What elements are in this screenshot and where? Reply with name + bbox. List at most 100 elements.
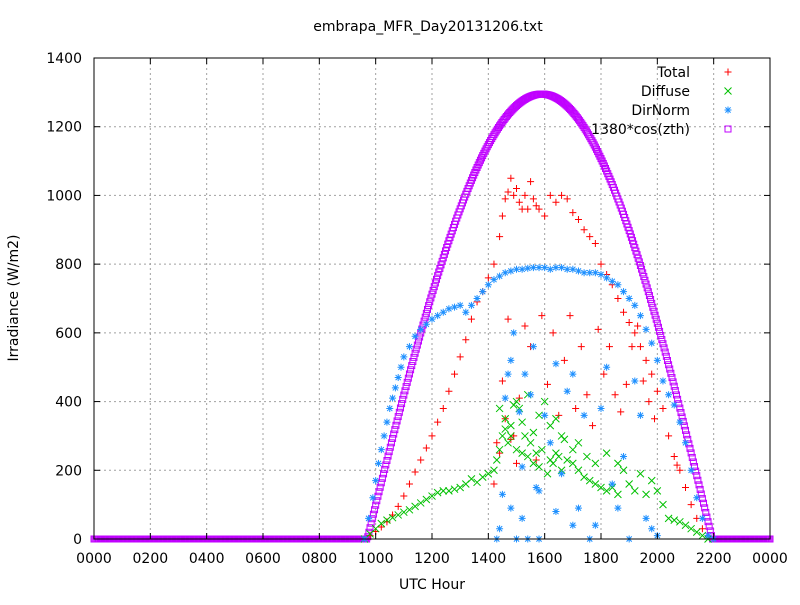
reference-point	[473, 164, 481, 172]
reference-point	[653, 319, 661, 327]
data-point	[529, 195, 537, 203]
data-point	[634, 322, 642, 330]
data-point	[510, 329, 518, 337]
data-point	[603, 274, 611, 282]
data-point	[659, 377, 667, 385]
data-point	[603, 363, 611, 371]
data-point	[383, 516, 391, 524]
reference-point	[596, 152, 604, 160]
data-point	[636, 343, 644, 351]
data-point	[501, 269, 509, 277]
y-tick-label: 200	[55, 463, 82, 479]
data-point	[479, 288, 487, 296]
reference-point	[635, 258, 643, 266]
reference-point	[366, 524, 374, 532]
data-point	[574, 267, 582, 275]
reference-point	[428, 290, 436, 298]
reference-point	[672, 391, 680, 399]
reference-point	[656, 327, 664, 335]
data-point	[513, 265, 520, 273]
reference-point	[479, 152, 487, 160]
data-point	[653, 387, 661, 395]
data-point	[620, 453, 628, 461]
data-point	[653, 356, 661, 364]
reference-point	[407, 366, 415, 374]
data-point	[411, 468, 419, 476]
data-point	[639, 377, 647, 385]
reference-point	[378, 474, 386, 482]
data-point	[377, 519, 386, 528]
reference-point	[373, 497, 381, 505]
data-point	[591, 521, 599, 529]
data-point	[529, 343, 537, 351]
reference-point	[398, 400, 406, 408]
reference-point	[436, 264, 444, 272]
data-point	[549, 459, 557, 468]
data-point	[625, 480, 634, 488]
data-point	[451, 303, 459, 311]
data-point	[535, 264, 543, 272]
reference-point	[383, 457, 391, 465]
data-point	[532, 483, 540, 491]
data-point	[568, 459, 577, 468]
reference-point	[396, 404, 404, 412]
reference-point	[434, 272, 442, 280]
x-tick-label: 1800	[583, 551, 619, 567]
data-point	[513, 185, 520, 193]
series-cross	[360, 390, 712, 543]
data-point	[501, 195, 509, 203]
data-point	[648, 339, 656, 347]
reference-point	[682, 426, 689, 434]
data-point	[484, 281, 492, 289]
data-point	[498, 212, 506, 220]
data-point	[399, 508, 408, 517]
reference-point	[660, 344, 668, 352]
data-point	[569, 265, 577, 273]
x-tick-label: 1600	[527, 551, 563, 567]
data-point	[636, 312, 644, 320]
data-point	[681, 521, 690, 530]
reference-point	[700, 499, 708, 507]
data-point	[484, 274, 492, 282]
y-tick-label: 1200	[46, 120, 82, 136]
reference-point	[414, 337, 422, 345]
reference-point	[659, 340, 667, 348]
reference-point	[674, 395, 682, 403]
data-point	[631, 377, 639, 385]
legend-marker	[724, 87, 732, 95]
reference-point	[592, 145, 600, 153]
data-point	[456, 483, 465, 492]
data-point	[394, 502, 402, 510]
data-point	[543, 469, 552, 478]
data-point	[614, 504, 622, 512]
data-point	[670, 453, 678, 461]
data-point	[698, 514, 706, 522]
reference-point	[400, 391, 408, 399]
data-point	[594, 325, 602, 333]
data-point	[504, 188, 512, 196]
data-point	[580, 269, 588, 277]
data-point	[614, 295, 622, 302]
reference-point	[402, 383, 410, 391]
data-point	[659, 404, 667, 412]
reference-point	[677, 409, 685, 417]
data-point	[518, 265, 526, 273]
reference-point	[433, 275, 441, 283]
data-point	[560, 356, 568, 364]
data-point	[642, 356, 650, 364]
data-point	[496, 525, 504, 533]
legend-marker	[724, 125, 732, 133]
y-tick-label: 400	[55, 395, 82, 411]
data-point	[495, 445, 504, 454]
data-point	[512, 445, 521, 454]
reference-point	[662, 352, 670, 360]
data-point	[450, 485, 459, 494]
data-point	[467, 301, 475, 309]
reference-point	[668, 374, 676, 382]
reference-point	[437, 261, 445, 269]
data-point	[546, 191, 554, 199]
data-point	[636, 411, 644, 419]
reference-point	[431, 279, 439, 287]
data-point	[501, 414, 510, 423]
